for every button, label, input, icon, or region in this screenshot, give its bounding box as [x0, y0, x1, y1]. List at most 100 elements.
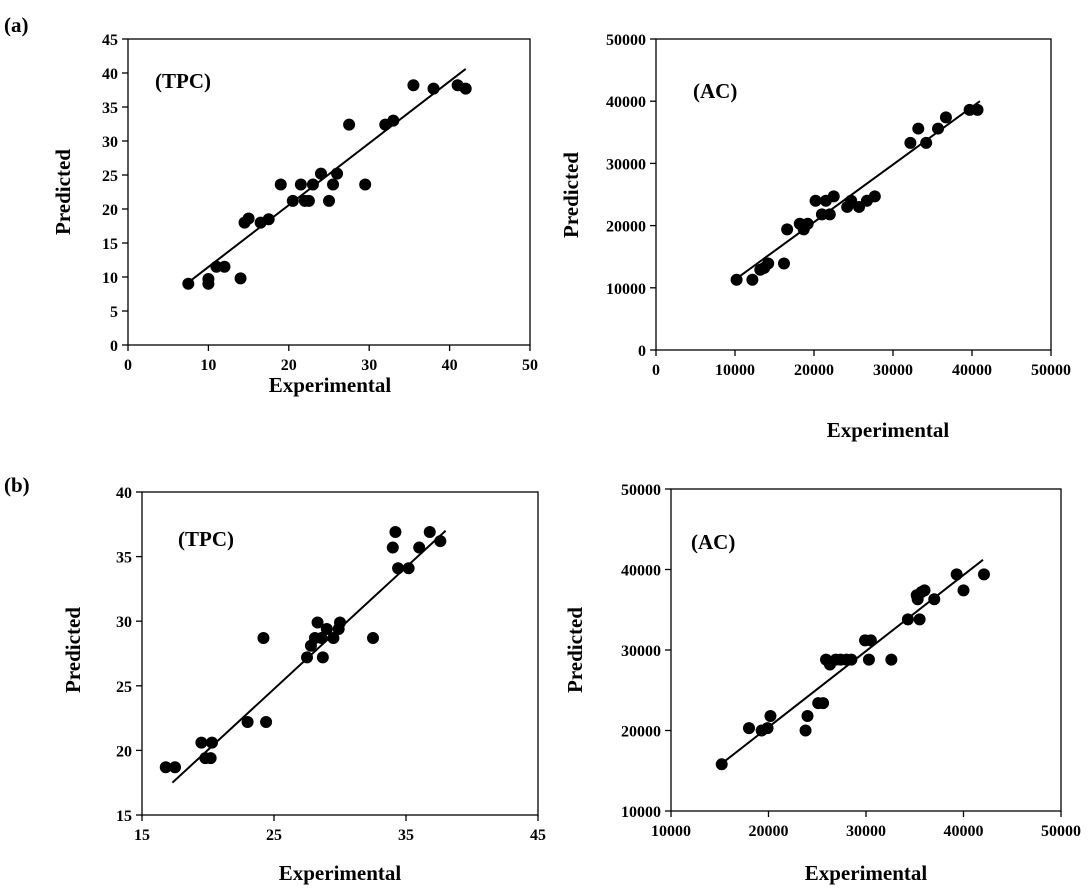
chart-2-data-point [320, 622, 333, 635]
chart-2-data-point [367, 631, 379, 644]
chart-3-data-point [845, 653, 858, 666]
chart-0-x-tick-label: 50 [522, 357, 538, 374]
chart-0-x-tick-label: 0 [124, 357, 132, 374]
chart-3-data-point [764, 710, 777, 723]
panel-label-a: (a) [4, 13, 29, 37]
chart-b-ac: 10000 20000 30000 40000 50000 10000 20000 30000… [563, 482, 1081, 885]
chart-2-y-tick-label: 25 [116, 679, 132, 696]
chart-3-data-point [862, 653, 875, 666]
chart-2-data-point [392, 562, 405, 575]
chart-0-y-tick-label: 25 [102, 168, 118, 185]
chart-2-data-point [204, 752, 217, 765]
chart-2-x-tick-label: 25 [266, 827, 282, 844]
chart-3-data-point [743, 722, 755, 735]
chart-1-x-axis-title: Experimental [827, 418, 950, 442]
chart-1-data-point [762, 257, 775, 270]
chart-2-data-point [301, 651, 313, 664]
chart-2-x-tick-label: 15 [134, 827, 150, 844]
chart-0-data-point [331, 167, 344, 180]
chart-2-x-tick-label: 35 [398, 827, 414, 844]
chart-3-data-point [901, 613, 914, 626]
chart-0-data-point [262, 213, 275, 226]
chart-2-data-point [315, 631, 328, 644]
chart-0-trendline [187, 68, 467, 284]
chart-0-y-tick-label: 20 [102, 202, 118, 219]
chart-2-data-point [316, 651, 329, 664]
chart-2-x-tick-label: 45 [530, 827, 546, 844]
chart-2-data-point [205, 736, 218, 749]
chart-1-y-tick-label: 20000 [606, 219, 646, 236]
chart-0-plot-area [127, 38, 531, 346]
chart-3-data-point [950, 568, 963, 581]
chart-0-data-point [407, 79, 420, 92]
chart-3-data-point [885, 653, 898, 666]
chart-2-data-point [389, 526, 402, 539]
chart-3-x-tick-label: 50000 [1041, 823, 1081, 840]
chart-0-y-tick-label: 15 [102, 236, 118, 253]
chart-2-data-point [311, 616, 324, 629]
chart-1-data-point [827, 190, 840, 203]
chart-2-data-point [257, 631, 270, 644]
chart-3-data-point [799, 724, 812, 737]
chart-1-data-point [746, 273, 759, 286]
chart-1-x-tick-label: 10000 [715, 362, 755, 379]
chart-3-data-point [801, 710, 814, 723]
chart-2-y-tick-label: 20 [116, 743, 132, 760]
chart-0-data-point [343, 118, 356, 131]
chart-3-y-tick-label: 40000 [621, 563, 661, 580]
chart-0-data-point [202, 273, 215, 286]
chart-a-tpc: 0 10 20 30 40 50 0 5 10 15 20 25 30 35 40 45 Experimenta… [51, 32, 538, 397]
chart-0-data-point [359, 178, 372, 191]
chart-1-data-point [823, 208, 836, 221]
chart-3-data-point [761, 722, 774, 735]
chart-2-data-point [260, 715, 273, 728]
chart-0-y-tick-label: 30 [102, 134, 118, 151]
chart-0-data-point [274, 178, 287, 191]
chart-0-y-tick-label: 10 [102, 270, 118, 287]
chart-1-y-tick-label: 30000 [606, 156, 646, 173]
chart-0-data-point [427, 82, 440, 95]
chart-2-y-tick-label: 15 [116, 808, 132, 825]
chart-3-data-point [977, 568, 990, 581]
chart-1-y-axis-title: Predicted [559, 152, 583, 238]
chart-b-tpc: 15 25 35 45 15 20 25 30 35 40 Experimental Predicte… [61, 485, 546, 885]
chart-0-y-tick-label: 40 [102, 66, 118, 83]
chart-3-inset-label: (AC) [691, 530, 735, 554]
chart-3-x-tick-label: 30000 [846, 823, 886, 840]
chart-2-y-tick-label: 40 [116, 485, 132, 502]
chart-0-data-point [294, 178, 307, 191]
chart-a-ac: 0 10000 20000 30000 40000 50000 0 10000 20000 300… [559, 32, 1071, 442]
chart-1-inset-label: (AC) [693, 79, 737, 103]
chart-2-data-point [241, 715, 254, 728]
chart-0-x-tick-label: 20 [281, 357, 297, 374]
chart-1-data-point [730, 273, 743, 286]
chart-3-y-tick-label: 50000 [621, 482, 661, 499]
chart-0-data-point [242, 212, 255, 225]
chart-1-plot-area [655, 38, 1052, 351]
chart-2-data-point [195, 736, 208, 749]
chart-1-data-point [920, 136, 933, 149]
chart-1-data-point [939, 111, 952, 124]
chart-1-x-tick-label: 40000 [952, 362, 992, 379]
chart-0-y-tick-label: 35 [102, 100, 118, 117]
chart-2-data-point [413, 541, 426, 554]
chart-3-data-point [864, 634, 877, 647]
chart-0-data-point [218, 260, 231, 273]
chart-3-y-tick-label: 30000 [621, 643, 661, 660]
chart-0-x-axis-title: Experimental [269, 373, 392, 397]
chart-2-y-tick-label: 35 [116, 550, 132, 567]
chart-3-x-axis-title: Experimental [805, 861, 928, 885]
chart-0-y-tick-label: 0 [110, 338, 118, 355]
chart-1-data-point [809, 194, 822, 207]
chart-0-x-tick-label: 10 [200, 357, 216, 374]
chart-0-data-point [314, 167, 327, 180]
chart-2-inset-label: (TPC) [178, 527, 234, 551]
chart-3-x-tick-label: 40000 [944, 823, 984, 840]
chart-3-x-tick-label: 20000 [749, 823, 789, 840]
chart-3-data-point [957, 584, 970, 597]
chart-2-y-axis-title: Predicted [61, 607, 85, 693]
chart-0-data-point [323, 194, 335, 207]
chart-0-data-point [286, 194, 299, 207]
chart-3-x-tick-label: 10000 [651, 823, 691, 840]
chart-2-data-point [327, 631, 340, 644]
